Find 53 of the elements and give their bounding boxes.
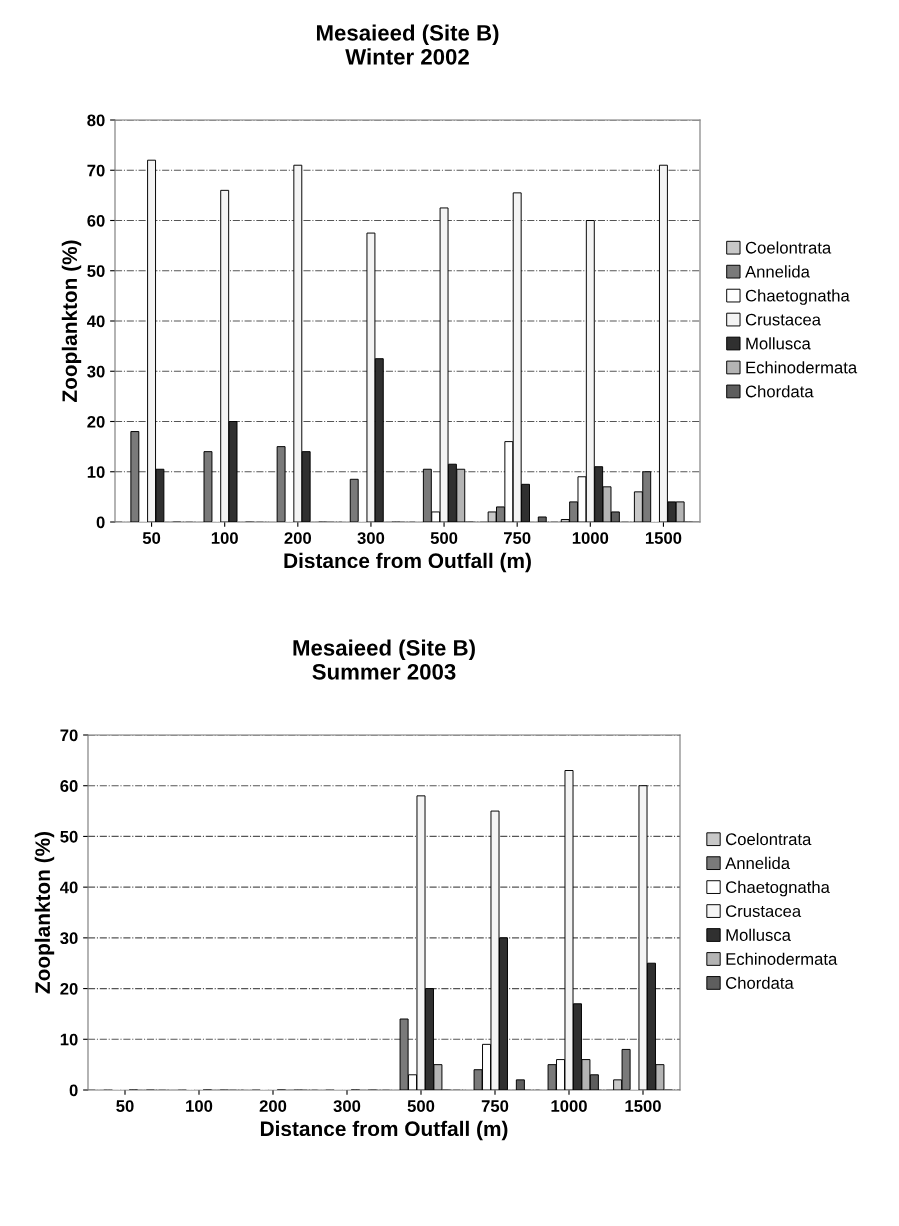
y-tick-label: 10 [87,466,105,478]
y-tick-label: 40 [86,315,105,328]
x-tick-label: 200 [284,532,312,544]
y-tick-label: 60 [60,780,78,792]
y-tick-label: 50 [87,265,105,277]
chart-title: Mesaieed (Site B) Summer 2003 [293,639,475,680]
y-axis-title: Zooplankton (%) [34,831,55,994]
legend-label: Chordata [745,385,814,398]
y-tick-label: 10 [60,1033,78,1046]
y-tick-label: 70 [60,729,78,742]
legend-label: Mollusca [746,337,811,350]
y-tick-label: 50 [60,830,78,843]
y-tick-label: 30 [60,932,78,945]
y-axis-title: Zooplankton (%) [61,240,82,402]
x-tick-label: 500 [430,532,458,544]
x-tick-label: 1000 [551,1100,587,1112]
legend-label: Crustacea [745,313,821,326]
legend-label: Coelontrata [726,832,812,846]
legend-label: Echinodermata [746,361,858,374]
y-tick-label: 0 [96,516,105,529]
legend-label: Crustacea [726,905,802,918]
x-tick-label: 100 [211,532,238,544]
legend-label: Chaetognatha [726,880,830,897]
x-tick-label: 1500 [645,532,682,544]
x-tick-label: 300 [333,1100,361,1112]
y-tick-label: 70 [87,164,105,177]
x-tick-label: 500 [407,1100,435,1112]
x-axis-title: Distance from Outfall (m) [260,1120,508,1141]
y-tick-label: 40 [59,881,78,894]
x-tick-label: 50 [142,532,161,544]
x-tick-label: 750 [504,532,531,544]
chart-title: Mesaieed (Site B) Winter 2002 [316,24,499,65]
y-tick-label: 30 [87,365,105,378]
x-tick-label: 750 [481,1100,509,1112]
legend-label: Mollusca [726,928,791,941]
x-tick-label: 100 [186,1100,213,1112]
legend-label: Chaetognatha [745,289,850,305]
legend-label: Annelida [725,856,791,870]
legend-label: Coelontrata [745,241,832,254]
x-axis-title: Distance from Outfall (m) [284,552,531,573]
x-tick-label: 1500 [625,1100,661,1112]
y-tick-label: 20 [60,982,78,995]
x-tick-label: 200 [259,1100,287,1112]
y-tick-label: 60 [87,214,105,227]
legend-label: Chordata [726,976,794,989]
y-tick-label: 0 [69,1084,78,1097]
legend-label: Annelida [745,265,810,278]
legend-label: Echinodermata [726,952,838,965]
x-tick-label: 1000 [572,532,609,544]
x-tick-label: 300 [357,532,385,544]
y-tick-label: 20 [87,415,105,428]
x-tick-label: 50 [116,1100,134,1112]
y-tick-label: 80 [87,114,105,127]
